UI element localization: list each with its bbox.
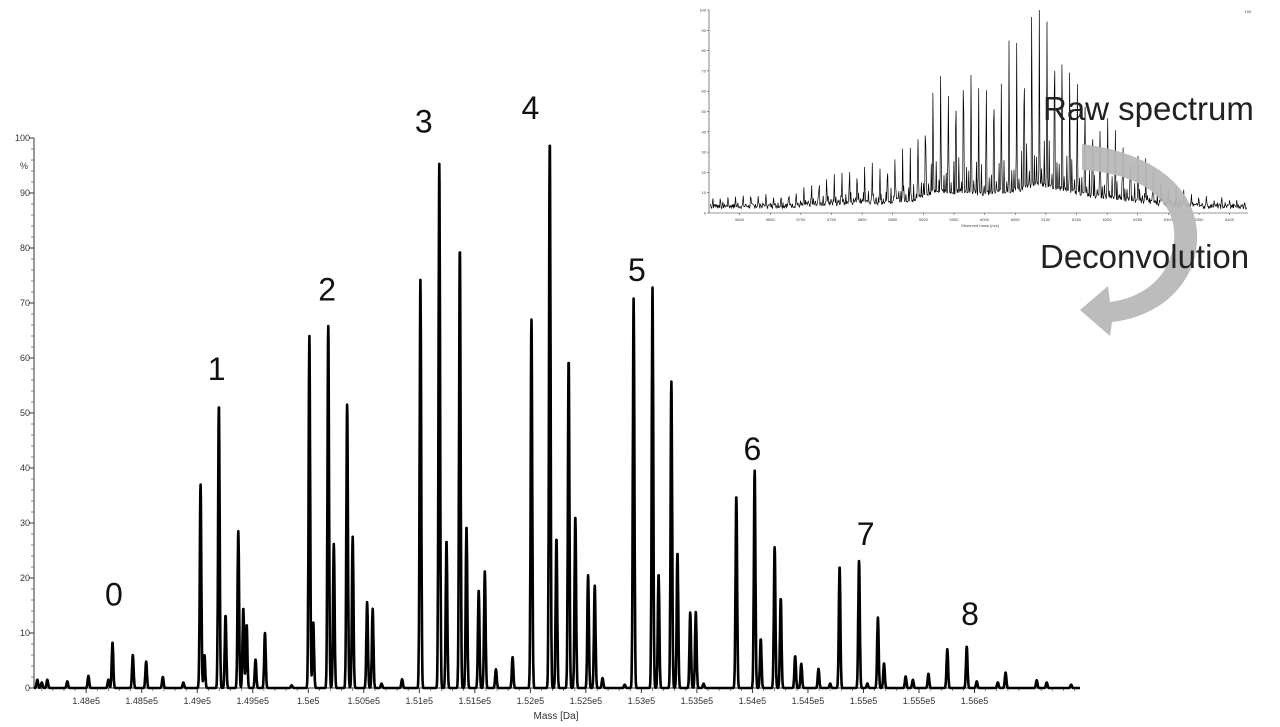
- inset-x-tick-label: 6050: [1011, 217, 1021, 222]
- peak-group-label: 1: [208, 351, 226, 387]
- y-tick-label: 40: [20, 463, 30, 473]
- x-tick-label: 1.525e5: [570, 696, 603, 706]
- x-tick-label: 1.49e5: [183, 696, 211, 706]
- inset-y-tick-label: 70: [702, 68, 707, 73]
- raw-spectrum-label: Raw spectrum: [1043, 90, 1254, 127]
- x-tick-label: 1.555e5: [903, 696, 936, 706]
- inset-x-tick-label: 6200: [1103, 217, 1113, 222]
- inset-x-tick-label: 5650: [766, 217, 776, 222]
- peak-group-label: 4: [521, 90, 539, 126]
- inset-x-tick-label: 5950: [950, 217, 960, 222]
- x-tick-label: 1.515e5: [459, 696, 492, 706]
- x-tick-label: 1.52e5: [517, 696, 545, 706]
- peak-group-label: 6: [744, 431, 762, 467]
- x-tick-label: 1.48e5: [72, 696, 100, 706]
- x-tick-label: 1.495e5: [236, 696, 269, 706]
- deconvoluted-trace: [32, 144, 1082, 690]
- y-axis-title: %: [20, 161, 28, 171]
- inset-x-tick-label: 6300: [1164, 217, 1174, 222]
- y-tick-label: 80: [20, 243, 30, 253]
- inset-x-tick-label: 6000: [980, 217, 990, 222]
- y-tick-label: 90: [20, 188, 30, 198]
- peak-group-label: 2: [318, 271, 336, 307]
- inset-axes: 0 10 20 30 40 50 60 70 80 90 100 5600 5650 5700 5750 58…: [700, 8, 1248, 222]
- y-tick-label: 0: [25, 683, 30, 693]
- inset-y-tick-label: 40: [702, 129, 707, 134]
- x-tick-label: 1.54e5: [739, 696, 767, 706]
- inset-y-tick-label: 100: [700, 8, 707, 13]
- peak-group-label: 8: [961, 596, 979, 632]
- deconvolution-label: Deconvolution: [1040, 238, 1250, 275]
- y-tick-label: 60: [20, 353, 30, 363]
- y-tick-label: 100: [15, 133, 30, 143]
- inset-x-tick-label: 5850: [888, 217, 898, 222]
- inset-y-tick-label: 90: [702, 28, 707, 33]
- x-tick-label: 1.505e5: [348, 696, 381, 706]
- inset-x-tick-label: 5700: [796, 217, 806, 222]
- x-tick-label: 1.55e5: [850, 696, 878, 706]
- x-tick-label: 1.485e5: [125, 696, 158, 706]
- inset-x-axis-title: Observed mass (m/z): [961, 223, 1000, 228]
- x-tick-label: 1.56e5: [961, 696, 989, 706]
- y-tick-label: 70: [20, 298, 30, 308]
- peak-group-label: 7: [857, 516, 875, 552]
- inset-y-tick-label: 10: [702, 190, 707, 195]
- inset-x-tick-label: 6150: [1072, 217, 1082, 222]
- inset-x-tick-label: 5600: [735, 217, 745, 222]
- inset-y-tick-label: 50: [702, 109, 707, 114]
- curved-arrow-icon: [1080, 144, 1198, 336]
- peak-group-label: 0: [105, 577, 123, 613]
- y-tick-label: 50: [20, 408, 30, 418]
- x-tick-label: 1.535e5: [681, 696, 714, 706]
- peak-group-label: 3: [415, 104, 433, 140]
- inset-y-tick-label: 30: [702, 150, 707, 155]
- y-tick-label: 20: [20, 573, 30, 583]
- inset-corner-label: 100: [1245, 9, 1252, 14]
- inset-x-tick-label: 5900: [919, 217, 929, 222]
- inset-x-tick-label: 6400: [1225, 217, 1235, 222]
- peak-group-label: 5: [628, 252, 646, 288]
- y-tick-label: 10: [20, 628, 30, 638]
- y-tick-label: 30: [20, 518, 30, 528]
- x-tick-label: 1.51e5: [406, 696, 434, 706]
- x-tick-label: 1.545e5: [792, 696, 825, 706]
- inset-y-tick-label: 20: [702, 170, 707, 175]
- inset-x-tick-label: 5750: [827, 217, 837, 222]
- inset-y-tick-label: 80: [702, 48, 707, 53]
- x-axis-title: Mass [Da]: [533, 711, 578, 722]
- inset-x-tick-label: 6100: [1041, 217, 1051, 222]
- inset-x-tick-label: 6250: [1133, 217, 1143, 222]
- inset-y-tick-label: 0: [704, 211, 707, 216]
- inset-x-tick-label: 6350: [1195, 217, 1205, 222]
- deconvolution-arrow: [1080, 144, 1198, 336]
- peak-group-labels: 0 1 2 3 4 5 6 7 8: [105, 90, 979, 632]
- x-tick-label: 1.53e5: [628, 696, 656, 706]
- x-tick-label: 1.5e5: [297, 696, 320, 706]
- inset-y-tick-label: 60: [702, 89, 707, 94]
- inset-x-tick-label: 5800: [858, 217, 868, 222]
